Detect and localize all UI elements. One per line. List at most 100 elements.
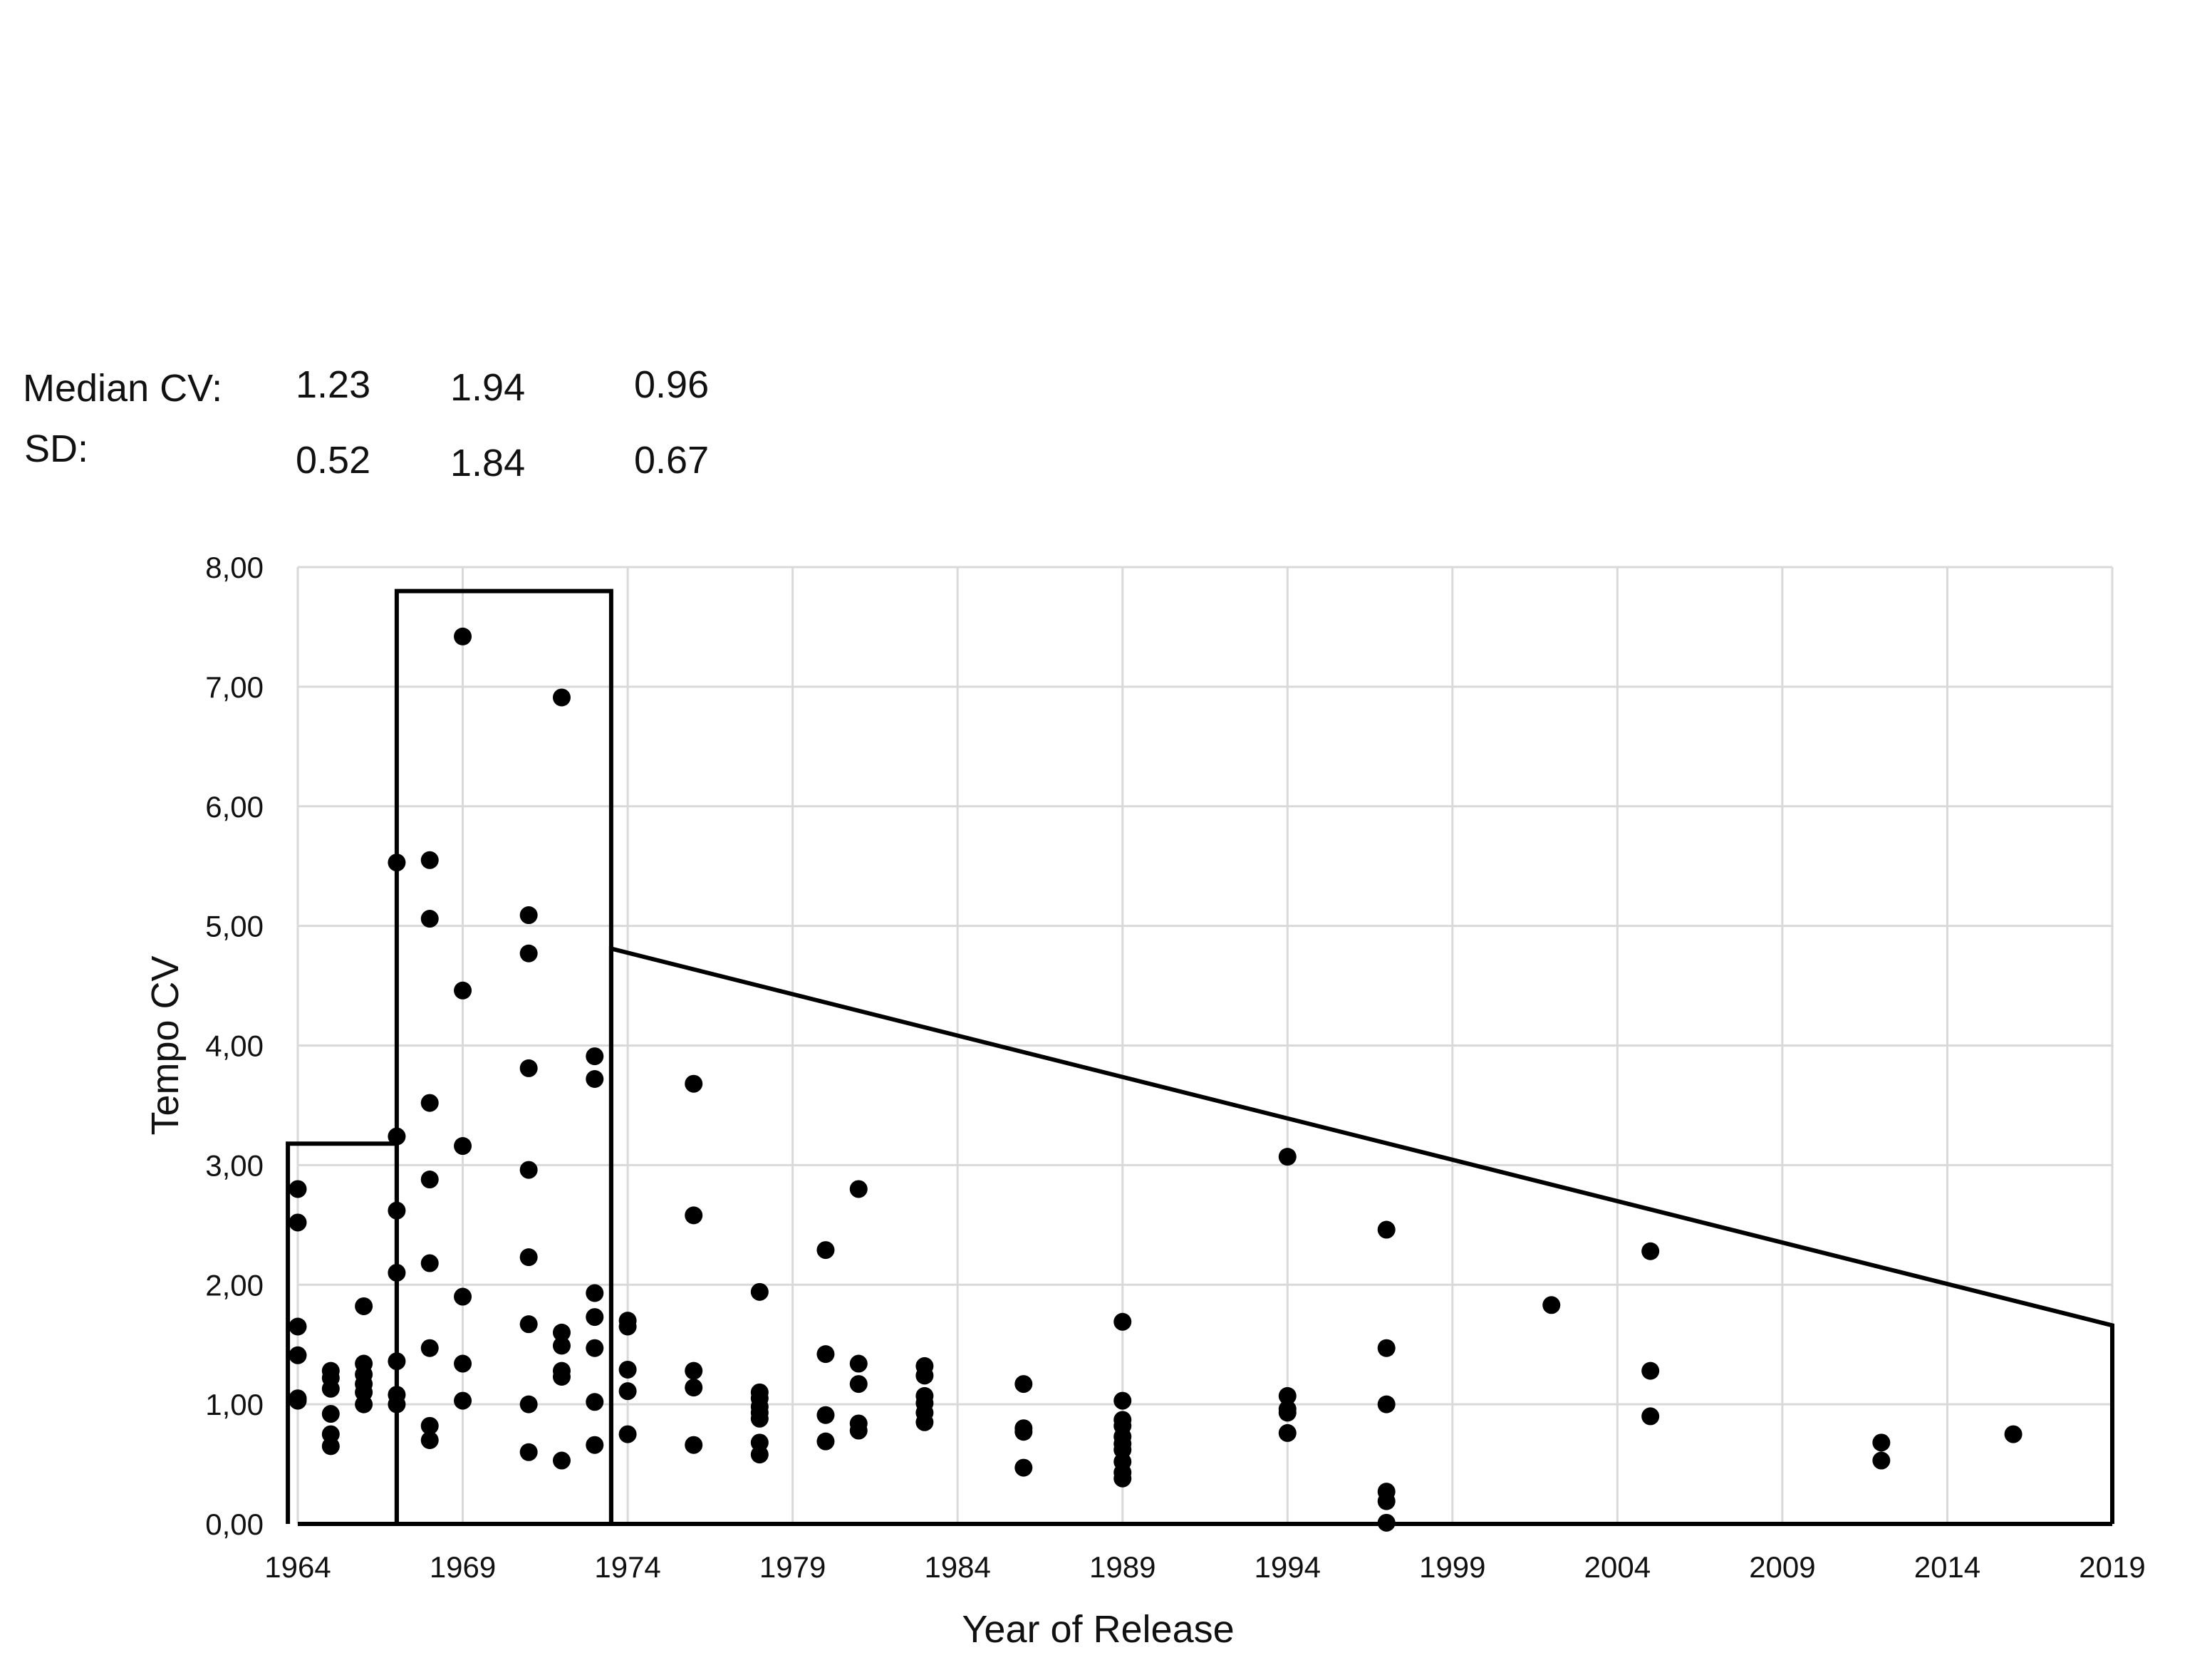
data-point bbox=[420, 1431, 439, 1449]
data-point bbox=[519, 944, 538, 963]
data-point bbox=[552, 1451, 571, 1470]
x-tick-label: 1979 bbox=[759, 1550, 826, 1584]
data-point bbox=[586, 1070, 604, 1089]
data-point bbox=[816, 1345, 835, 1364]
data-point bbox=[388, 1201, 406, 1220]
data-point bbox=[685, 1379, 703, 1397]
x-tick-label: 1989 bbox=[1089, 1550, 1156, 1584]
sd-value-3: 0.67 bbox=[634, 439, 709, 482]
data-point bbox=[1542, 1296, 1561, 1314]
data-point bbox=[420, 1416, 439, 1435]
data-point bbox=[1278, 1404, 1297, 1422]
data-point bbox=[289, 1213, 307, 1232]
data-point bbox=[454, 1287, 472, 1306]
data-point bbox=[420, 1171, 439, 1189]
data-point bbox=[388, 1352, 406, 1371]
data-point bbox=[1113, 1391, 1132, 1410]
data-point bbox=[1377, 1220, 1396, 1239]
data-point bbox=[519, 906, 538, 925]
median-cv-label: Median CV: bbox=[23, 367, 222, 410]
data-point bbox=[388, 1127, 406, 1146]
data-point bbox=[454, 627, 472, 645]
data-point bbox=[321, 1405, 340, 1423]
data-point bbox=[2004, 1425, 2023, 1443]
data-point bbox=[1641, 1361, 1660, 1380]
data-point bbox=[618, 1360, 637, 1379]
x-axis-ticks: 1964 1969 1974 1979 1984 1989 1994 1999 2004 2009… bbox=[264, 1550, 2145, 1584]
data-point bbox=[519, 1443, 538, 1461]
data-point bbox=[552, 688, 571, 707]
data-point bbox=[388, 1395, 406, 1413]
gridlines bbox=[296, 566, 2114, 1525]
y-tick-label: 7,00 bbox=[205, 670, 264, 704]
data-point bbox=[816, 1432, 835, 1451]
data-point bbox=[816, 1406, 835, 1424]
x-tick-label: 2009 bbox=[1749, 1550, 1815, 1584]
data-point bbox=[750, 1282, 769, 1301]
data-point bbox=[420, 851, 439, 869]
data-point bbox=[1278, 1423, 1297, 1442]
data-point bbox=[519, 1315, 538, 1334]
data-point bbox=[420, 1094, 439, 1112]
data-point bbox=[1377, 1492, 1396, 1510]
median-cv-value-1: 1.23 bbox=[296, 363, 370, 406]
data-point bbox=[1113, 1469, 1132, 1488]
sd-label: SD: bbox=[24, 427, 88, 470]
data-point bbox=[420, 1339, 439, 1357]
data-point bbox=[420, 910, 439, 928]
data-point bbox=[586, 1436, 604, 1454]
x-tick-label: 2019 bbox=[2079, 1550, 2145, 1584]
data-point bbox=[355, 1395, 373, 1413]
y-tick-label: 8,00 bbox=[205, 551, 264, 584]
x-tick-label: 1964 bbox=[264, 1550, 331, 1584]
data-point bbox=[618, 1317, 637, 1336]
data-point bbox=[1014, 1423, 1033, 1441]
data-point bbox=[454, 1391, 472, 1410]
data-point bbox=[1641, 1242, 1660, 1260]
data-point bbox=[1278, 1386, 1297, 1405]
sd-value-2: 1.84 bbox=[450, 442, 525, 484]
period-outline bbox=[394, 588, 613, 1524]
data-point bbox=[388, 1263, 406, 1282]
data-point bbox=[454, 981, 472, 1000]
data-point bbox=[915, 1366, 934, 1385]
period-outline bbox=[608, 945, 2114, 1524]
data-point bbox=[1377, 1513, 1396, 1532]
data-point bbox=[586, 1339, 604, 1357]
data-point bbox=[1872, 1451, 1891, 1470]
data-point bbox=[750, 1409, 769, 1428]
data-point bbox=[1278, 1148, 1297, 1166]
data-point bbox=[321, 1437, 340, 1456]
y-tick-label: 0,00 bbox=[205, 1508, 264, 1541]
data-point bbox=[519, 1059, 538, 1077]
x-tick-label: 1999 bbox=[1419, 1550, 1485, 1584]
data-point bbox=[420, 1254, 439, 1272]
period-outline bbox=[286, 1141, 399, 1524]
data-point bbox=[321, 1379, 340, 1398]
data-point bbox=[289, 1317, 307, 1336]
y-tick-label: 2,00 bbox=[205, 1268, 264, 1302]
x-tick-label: 1994 bbox=[1255, 1550, 1321, 1584]
data-point bbox=[1377, 1395, 1396, 1413]
x-tick-label: 1969 bbox=[430, 1550, 496, 1584]
data-point bbox=[1872, 1433, 1891, 1452]
data-point bbox=[685, 1361, 703, 1380]
y-tick-label: 6,00 bbox=[205, 790, 264, 824]
data-point bbox=[355, 1297, 373, 1315]
x-tick-label: 1974 bbox=[594, 1550, 660, 1584]
median-cv-value-2: 1.94 bbox=[450, 366, 525, 409]
data-point bbox=[586, 1308, 604, 1327]
data-point bbox=[552, 1337, 571, 1355]
data-point bbox=[519, 1395, 538, 1413]
data-point bbox=[685, 1074, 703, 1093]
data-point bbox=[586, 1047, 604, 1066]
y-tick-label: 1,00 bbox=[205, 1388, 264, 1421]
y-axis-title: Tempo CV bbox=[144, 955, 187, 1135]
period-outlines bbox=[286, 588, 2114, 1526]
data-point bbox=[1641, 1407, 1660, 1426]
data-point bbox=[816, 1241, 835, 1260]
y-tick-label: 3,00 bbox=[205, 1148, 264, 1182]
data-point bbox=[1113, 1312, 1132, 1331]
sd-value-1: 0.52 bbox=[296, 439, 370, 482]
data-point bbox=[552, 1368, 571, 1386]
